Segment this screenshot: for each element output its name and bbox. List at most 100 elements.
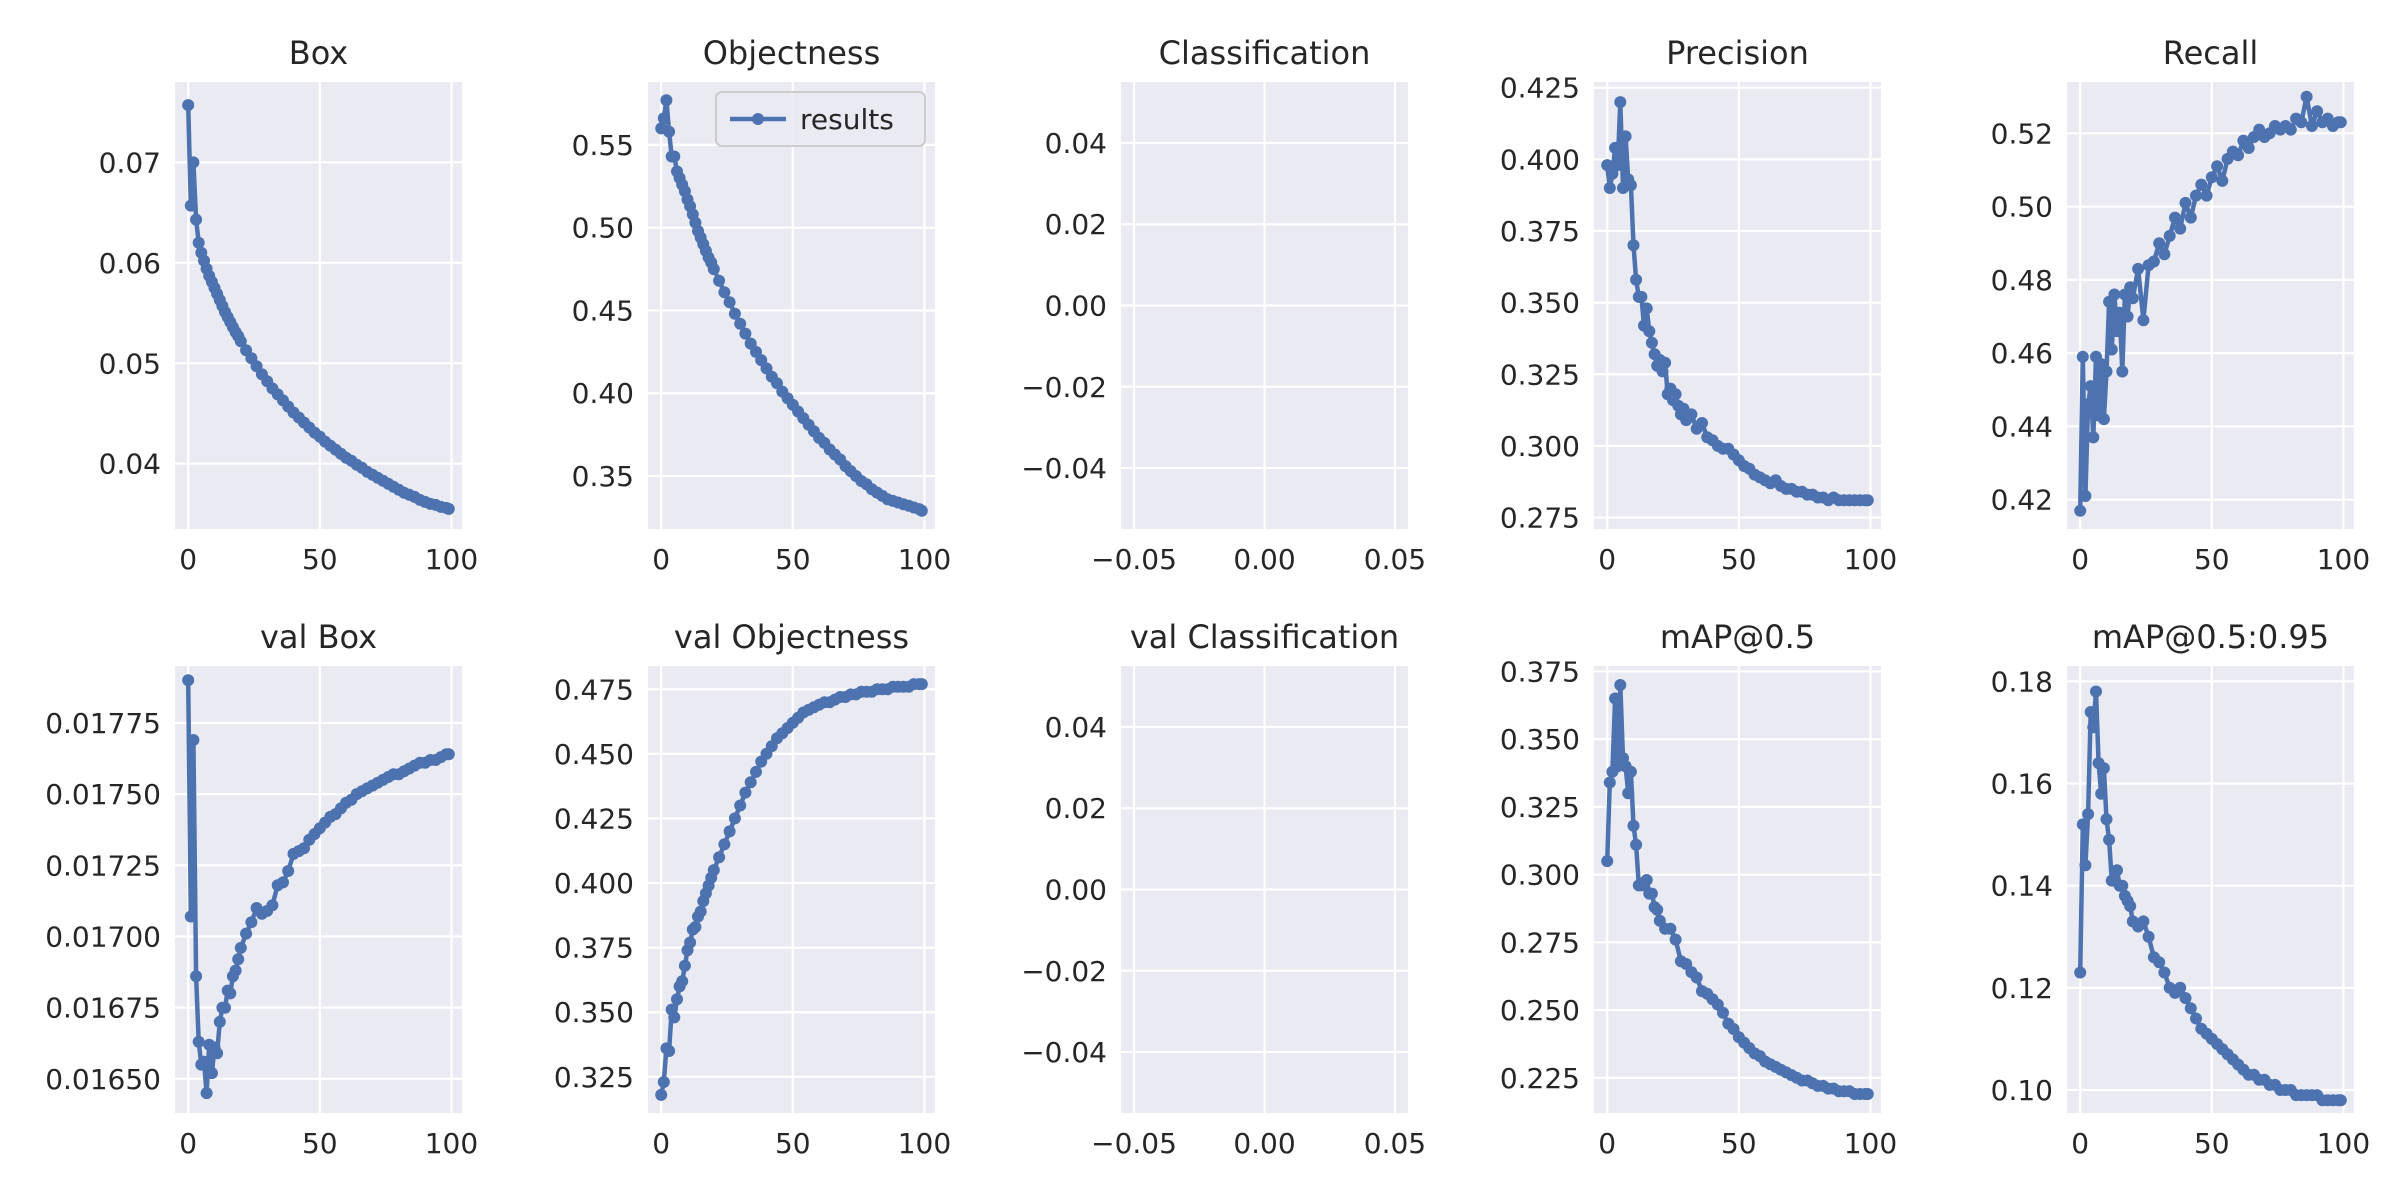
data-point xyxy=(2097,762,2110,775)
data-point xyxy=(1643,325,1656,338)
y-tick-label: 0.42 xyxy=(1991,484,2053,517)
y-tick-label: 0.300 xyxy=(1500,859,1580,892)
plot-area xyxy=(648,666,935,1113)
y-tick-label: 0.16 xyxy=(1991,767,2053,800)
y-tick-label: 0.425 xyxy=(554,802,634,835)
data-point xyxy=(1669,388,1682,401)
data-point xyxy=(1690,971,1703,984)
data-point xyxy=(657,112,670,125)
subplot-title: Box xyxy=(289,34,348,72)
data-point xyxy=(1611,159,1624,172)
y-tick-label: 0.00 xyxy=(1045,290,1107,323)
data-point xyxy=(187,156,200,169)
y-tick-label: 0.350 xyxy=(1500,723,1580,756)
data-point xyxy=(182,674,195,687)
y-tick-label: 0.55 xyxy=(572,129,634,162)
x-tick-label: 50 xyxy=(302,543,338,576)
y-tick-label: 0.06 xyxy=(99,247,161,280)
x-tick-label: 0 xyxy=(652,1127,670,1160)
data-point xyxy=(1609,141,1622,154)
data-point xyxy=(915,504,928,517)
data-point xyxy=(2076,350,2089,363)
data-point xyxy=(2179,992,2192,1005)
legend-marker xyxy=(752,113,764,125)
y-tick-label: 0.50 xyxy=(572,212,634,245)
x-tick-label: −0.05 xyxy=(1091,543,1177,576)
x-tick-label: 100 xyxy=(898,1127,951,1160)
x-tick-label: 0 xyxy=(652,543,670,576)
data-point xyxy=(2074,504,2087,517)
data-point xyxy=(713,274,726,287)
data-point xyxy=(2311,105,2324,118)
data-point xyxy=(2184,1002,2197,1015)
data-point xyxy=(676,975,689,988)
data-point xyxy=(1685,408,1698,421)
data-point xyxy=(663,125,676,138)
y-tick-label: −0.02 xyxy=(1021,371,1107,404)
data-point xyxy=(2195,178,2208,191)
y-tick-label: 0.275 xyxy=(1500,926,1580,959)
data-point xyxy=(2076,818,2089,831)
plot-area xyxy=(648,82,935,529)
x-tick-label: 0.00 xyxy=(1233,1127,1295,1160)
plot-area xyxy=(175,666,462,1113)
data-point xyxy=(1624,179,1637,192)
y-tick-label: 0.450 xyxy=(554,738,634,771)
y-tick-label: 0.350 xyxy=(1500,287,1580,320)
y-tick-label: 0.14 xyxy=(1991,870,2053,903)
x-tick-label: 0 xyxy=(2071,1127,2089,1160)
y-tick-label: 0.48 xyxy=(1991,264,2053,297)
subplot-0: 0 50 100 0.04 0.05 0.06 0.07 Box xyxy=(99,34,479,576)
y-tick-label: 0.300 xyxy=(1500,430,1580,463)
x-tick-label: 50 xyxy=(1721,1127,1757,1160)
subplot-4: 0 50 100 0.42 0.44 0.46 0.48 0.50 0.52 Recall xyxy=(1991,34,2371,576)
data-point xyxy=(1664,922,1677,935)
data-point xyxy=(2179,196,2192,209)
data-point xyxy=(2100,365,2113,378)
subplot-title: val Objectness xyxy=(674,618,909,656)
data-point xyxy=(219,1001,231,1014)
data-point xyxy=(1630,273,1643,286)
data-point xyxy=(1659,356,1672,369)
subplot-1: 0 50 100 0.35 0.40 0.45 0.50 0.55 Objectness resu… xyxy=(572,34,952,576)
data-point xyxy=(2163,229,2176,242)
y-tick-label: 0.325 xyxy=(1500,791,1580,824)
subplot-title: mAP@0.5:0.95 xyxy=(2092,618,2329,656)
data-point xyxy=(190,970,203,983)
subplot-title: Precision xyxy=(1666,34,1809,72)
data-point xyxy=(2334,116,2347,129)
x-tick-label: 100 xyxy=(1844,1127,1897,1160)
x-tick-label: −0.05 xyxy=(1091,1127,1177,1160)
data-point xyxy=(2084,380,2097,393)
data-point xyxy=(1603,776,1616,789)
data-point xyxy=(2079,859,2092,872)
x-tick-label: 100 xyxy=(898,543,951,576)
x-tick-label: 100 xyxy=(2317,543,2370,576)
data-point xyxy=(2190,189,2202,202)
data-point xyxy=(2200,189,2213,202)
data-point xyxy=(2097,413,2110,426)
data-point xyxy=(1630,838,1643,851)
y-tick-label: 0.01675 xyxy=(45,992,161,1025)
x-tick-label: 50 xyxy=(2194,1127,2230,1160)
data-point xyxy=(2084,706,2097,718)
x-tick-label: 100 xyxy=(2317,1127,2370,1160)
y-tick-label: 0.50 xyxy=(1991,191,2053,224)
data-point xyxy=(1627,239,1640,252)
data-point xyxy=(192,1035,205,1048)
data-point xyxy=(190,213,203,226)
x-tick-label: 0 xyxy=(1598,1127,1616,1160)
data-point xyxy=(2105,343,2118,356)
y-tick-label: 0.35 xyxy=(572,460,634,493)
plot-area xyxy=(2067,666,2354,1113)
subplot-title: val Box xyxy=(260,618,377,656)
data-point xyxy=(1861,1088,1874,1100)
x-tick-label: 0.05 xyxy=(1364,1127,1426,1160)
data-point xyxy=(684,936,697,949)
data-point xyxy=(723,296,736,309)
y-tick-label: 0.44 xyxy=(1991,410,2053,443)
data-point xyxy=(2082,808,2095,821)
subplot-title: mAP@0.5 xyxy=(1660,618,1815,656)
data-point xyxy=(224,987,237,1000)
data-point xyxy=(198,1055,210,1068)
